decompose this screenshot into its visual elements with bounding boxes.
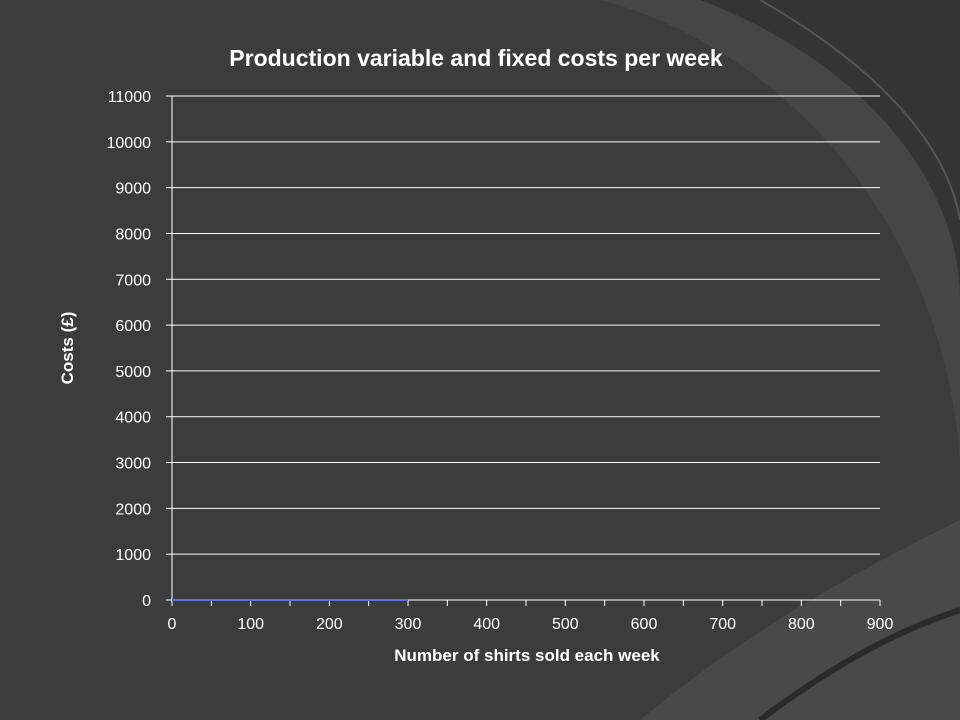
x-tick-label: 300 [395, 616, 422, 633]
y-tick-label: 3000 [115, 456, 151, 473]
y-tick-label: 5000 [115, 364, 151, 381]
y-tick-label: 6000 [115, 318, 151, 335]
y-tick-label: 11000 [108, 89, 151, 106]
x-tick-label: 900 [867, 616, 894, 633]
x-tick-label: 500 [552, 616, 579, 633]
x-tick-label: 100 [237, 616, 264, 633]
y-tick-label: 0 [142, 593, 151, 610]
x-tick-label: 0 [168, 616, 177, 633]
y-tick-label: 4000 [115, 410, 151, 427]
x-tick-label: 400 [473, 616, 500, 633]
x-tick-label: 800 [788, 616, 815, 633]
grid [171, 95, 880, 601]
y-tick-label: 2000 [115, 501, 151, 518]
y-axis-ticks: 0 1000 2000 3000 4000 5000 6000 7000 8000 9000 100… [107, 89, 172, 610]
y-tick-label: 8000 [115, 226, 151, 243]
x-axis-title: Number of shirts sold each week [394, 646, 660, 665]
y-tick-label: 7000 [115, 272, 151, 289]
x-axis-ticks: 0 100 200 300 400 500 600 700 800 900 [168, 600, 894, 633]
y-axis-title: Costs (£) [58, 312, 77, 385]
y-tick-label: 10000 [107, 135, 152, 152]
x-tick-label: 600 [631, 616, 658, 633]
x-tick-label: 200 [316, 616, 343, 633]
chart-title: Production variable and fixed costs per … [229, 45, 723, 71]
y-tick-label: 1000 [115, 547, 151, 564]
x-tick-label: 700 [709, 616, 736, 633]
y-tick-label: 9000 [115, 181, 151, 198]
